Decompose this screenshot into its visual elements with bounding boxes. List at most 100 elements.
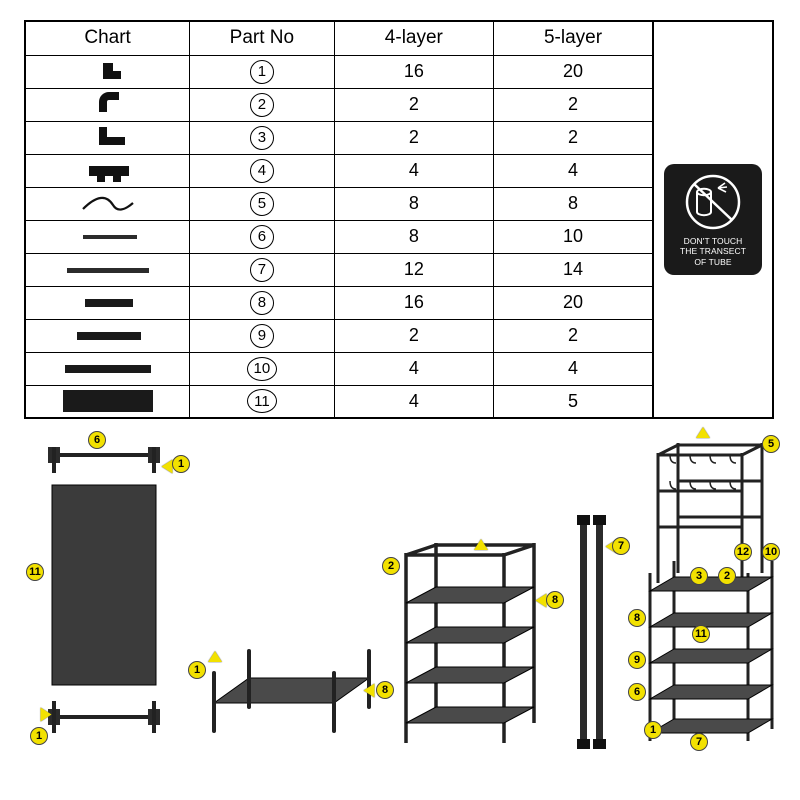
tube-thick-long-icon <box>63 356 153 382</box>
qty-5layer: 4 <box>494 352 653 385</box>
part-no-circle: 3 <box>250 126 274 150</box>
part-no-cell: 5 <box>190 187 334 220</box>
part-no-circle: 8 <box>250 291 274 315</box>
part-no-circle: 1 <box>250 60 274 84</box>
table-row: 1145 <box>25 385 653 418</box>
callout: 12 <box>734 543 752 561</box>
part-no-cell: 1 <box>190 55 334 88</box>
hook-icon <box>63 191 153 217</box>
arrow-icon <box>536 594 547 608</box>
warning-box: DON'T TOUCH THE TRANSECT OF TUBE <box>664 164 762 276</box>
parts-table-wrap: Chart Part No 4-layer 5-layer 1162022232… <box>24 20 776 419</box>
part-no-circle: 6 <box>250 225 274 249</box>
callout: 7 <box>612 537 630 555</box>
arrow-icon <box>474 539 488 550</box>
arrow-icon <box>162 460 173 474</box>
qty-4layer: 16 <box>334 55 493 88</box>
part-no-cell: 7 <box>190 253 334 286</box>
qty-4layer: 2 <box>334 121 493 154</box>
fabric-panel-icon <box>63 388 153 414</box>
table-row: 3 22 <box>25 121 653 154</box>
part-no-circle: 7 <box>250 258 274 282</box>
callout: 11 <box>26 563 44 581</box>
warning-text: DON'T TOUCH THE TRANSECT OF TUBE <box>670 236 756 268</box>
part-no-cell: 2 <box>190 88 334 121</box>
callout: 2 <box>718 567 736 585</box>
part-no-circle: 10 <box>247 357 277 381</box>
part-icon-cell <box>25 154 190 187</box>
table-row: 588 <box>25 187 653 220</box>
callout: 5 <box>762 435 780 453</box>
tube-long-icon <box>63 257 153 283</box>
callout: 1 <box>188 661 206 679</box>
arrow-icon <box>364 684 375 698</box>
part-no-circle: 11 <box>247 389 277 413</box>
part-no-cell: 3 <box>190 121 334 154</box>
qty-5layer: 2 <box>494 319 653 352</box>
connector-L-long-icon <box>63 125 153 151</box>
warning-line2: THE TRANSECT <box>680 246 746 256</box>
callout: 3 <box>690 567 708 585</box>
col-partno: Part No <box>190 21 334 55</box>
warning-line3: OF TUBE <box>694 257 731 267</box>
table-row: 6810 <box>25 220 653 253</box>
col-layer4: 4-layer <box>334 21 493 55</box>
part-no-circle: 2 <box>250 93 274 117</box>
assembly-diagrams: 6 1 11 1 1 <box>24 433 776 763</box>
callout: 6 <box>628 683 646 701</box>
assembly-step-4: 7 <box>562 513 622 753</box>
qty-5layer: 20 <box>494 55 653 88</box>
table-row: 222 <box>25 88 653 121</box>
part-icon-cell <box>25 220 190 253</box>
part-icon-cell <box>25 121 190 154</box>
part-icon-cell <box>25 55 190 88</box>
qty-5layer: 8 <box>494 187 653 220</box>
callout: 10 <box>762 543 780 561</box>
step2-svg <box>194 633 384 753</box>
qty-5layer: 4 <box>494 154 653 187</box>
callout: 11 <box>692 625 710 643</box>
callout: 1 <box>644 721 662 739</box>
callout: 8 <box>628 609 646 627</box>
tube-thick-med-icon <box>63 323 153 349</box>
part-no-cell: 6 <box>190 220 334 253</box>
part-icon-cell <box>25 352 190 385</box>
qty-5layer: 2 <box>494 88 653 121</box>
table-row: 444 <box>25 154 653 187</box>
arrow-icon <box>696 427 710 438</box>
qty-4layer: 8 <box>334 187 493 220</box>
connector-T-icon <box>63 158 153 184</box>
instruction-sheet: Chart Part No 4-layer 5-layer 1162022232… <box>0 0 800 800</box>
callout: 1 <box>30 727 48 745</box>
part-icon-cell <box>25 319 190 352</box>
qty-4layer: 4 <box>334 154 493 187</box>
callout: 7 <box>690 733 708 751</box>
table-row: 8 1620 <box>25 286 653 319</box>
part-no-circle: 9 <box>250 324 274 348</box>
part-icon-cell <box>25 286 190 319</box>
table-row: 1044 <box>25 352 653 385</box>
qty-4layer: 8 <box>334 220 493 253</box>
connector-L-short-icon <box>63 59 153 85</box>
no-touch-tube-icon <box>678 174 748 230</box>
parts-table: Chart Part No 4-layer 5-layer 1162022232… <box>24 20 654 419</box>
assembly-step-3: 2 8 <box>384 543 564 753</box>
step5-svg <box>630 433 780 753</box>
step1-svg <box>24 433 184 753</box>
qty-5layer: 2 <box>494 121 653 154</box>
warning-line1: DON'T TOUCH <box>684 236 743 246</box>
qty-4layer: 16 <box>334 286 493 319</box>
tube-thin-short-icon <box>63 224 153 250</box>
warning-sidebar: DON'T TOUCH THE TRANSECT OF TUBE <box>654 20 774 419</box>
callout: 9 <box>628 651 646 669</box>
table-header-row: Chart Part No 4-layer 5-layer <box>25 21 653 55</box>
callout: 2 <box>382 557 400 575</box>
part-icon-cell <box>25 253 190 286</box>
assembly-step-2: 1 8 <box>194 633 384 753</box>
qty-4layer: 2 <box>334 319 493 352</box>
part-icon-cell <box>25 187 190 220</box>
qty-5layer: 20 <box>494 286 653 319</box>
col-layer5: 5-layer <box>494 21 653 55</box>
col-chart: Chart <box>25 21 190 55</box>
arrow-icon <box>41 708 52 722</box>
